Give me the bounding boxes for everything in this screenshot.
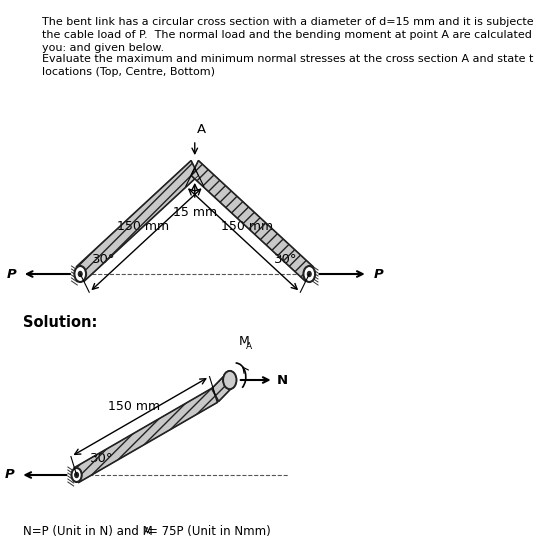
Text: = 75P (Unit in Nmm): = 75P (Unit in Nmm) bbox=[148, 525, 271, 538]
Text: the cable load of P.  The normal load and the bending moment at point A are calc: the cable load of P. The normal load and… bbox=[42, 30, 534, 40]
Text: 30°: 30° bbox=[92, 253, 115, 266]
Circle shape bbox=[223, 371, 237, 389]
Text: 150 mm: 150 mm bbox=[108, 399, 160, 412]
Text: Evaluate the maximum and minimum normal stresses at the cross section A and stat: Evaluate the maximum and minimum normal … bbox=[42, 54, 534, 64]
Text: P: P bbox=[5, 468, 14, 481]
Polygon shape bbox=[74, 388, 217, 483]
Polygon shape bbox=[211, 374, 233, 401]
Text: N=P (Unit in N) and M: N=P (Unit in N) and M bbox=[23, 525, 153, 538]
Circle shape bbox=[72, 468, 82, 482]
Text: 30°: 30° bbox=[274, 253, 297, 266]
Polygon shape bbox=[76, 160, 199, 281]
Text: 30°: 30° bbox=[90, 452, 113, 465]
Text: you: and given below.: you: and given below. bbox=[42, 43, 164, 53]
Text: A: A bbox=[144, 527, 150, 536]
Text: 150 mm: 150 mm bbox=[117, 220, 169, 233]
Text: locations (Top, Centre, Bottom): locations (Top, Centre, Bottom) bbox=[42, 67, 215, 77]
Circle shape bbox=[78, 271, 82, 276]
Text: The bent link has a circular cross section with a diameter of d=15 mm and it is : The bent link has a circular cross secti… bbox=[42, 17, 534, 27]
Text: A: A bbox=[197, 123, 206, 136]
Text: M: M bbox=[239, 335, 249, 348]
Polygon shape bbox=[191, 160, 313, 281]
Circle shape bbox=[74, 266, 86, 282]
Text: P: P bbox=[373, 268, 383, 281]
Text: P: P bbox=[6, 268, 16, 281]
Text: N: N bbox=[277, 374, 288, 386]
Text: 15 mm: 15 mm bbox=[172, 206, 217, 219]
Circle shape bbox=[75, 473, 78, 478]
Circle shape bbox=[308, 271, 311, 276]
Circle shape bbox=[303, 266, 315, 282]
Text: A: A bbox=[246, 342, 252, 351]
Circle shape bbox=[223, 371, 237, 389]
Text: 150 mm: 150 mm bbox=[221, 220, 273, 233]
Text: Solution:: Solution: bbox=[23, 315, 98, 330]
